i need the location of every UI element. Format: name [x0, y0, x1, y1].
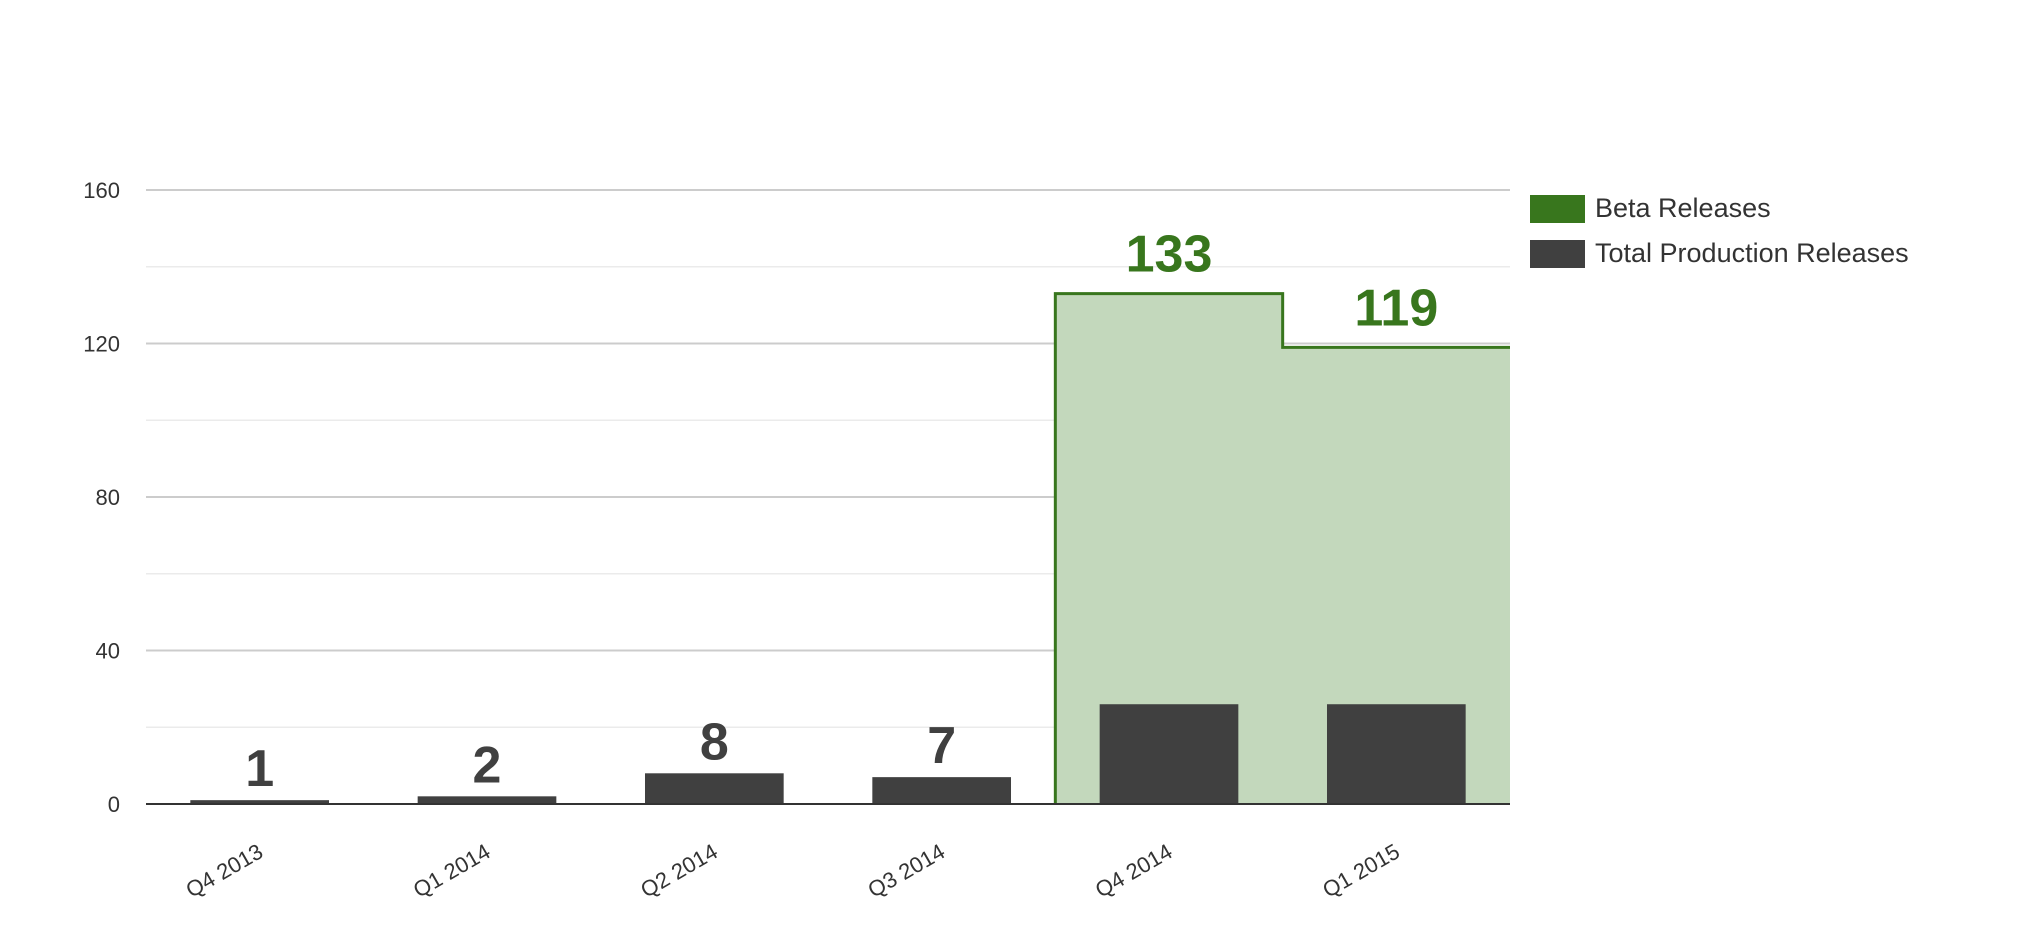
y-tick-label: 120 [83, 332, 120, 357]
legend-label-beta: Beta Releases [1595, 193, 1771, 224]
production-bar [418, 796, 557, 804]
beta-data-label: 133 [1126, 226, 1213, 284]
production-bar [1100, 704, 1239, 804]
y-tick-label: 40 [96, 639, 120, 664]
production-data-label: 7 [927, 717, 956, 775]
y-tick-label: 80 [96, 485, 120, 510]
legend-item-beta[interactable]: Beta Releases [1530, 186, 1909, 231]
legend-swatch-beta [1530, 195, 1585, 223]
beta-data-label: 119 [1354, 279, 1438, 337]
production-data-label: 2 [473, 736, 502, 794]
production-bar [872, 777, 1011, 804]
production-bar [1327, 704, 1466, 804]
legend-item-production[interactable]: Total Production Releases [1530, 231, 1909, 276]
legend-label-production: Total Production Releases [1595, 238, 1909, 269]
x-tick-label: Q4 2013 [182, 839, 268, 903]
y-tick-label: 0 [108, 792, 120, 817]
y-axis-ticks: 0 40 80 120 160 [83, 178, 120, 817]
x-tick-label: Q3 2014 [864, 839, 950, 903]
x-tick-label: Q1 2014 [409, 839, 495, 903]
production-bar [645, 773, 784, 804]
legend-swatch-production [1530, 240, 1585, 268]
y-tick-label: 160 [83, 178, 120, 203]
legend: Beta Releases Total Production Releases [1530, 186, 1909, 276]
x-tick-label: Q4 2014 [1091, 839, 1177, 903]
x-axis-labels: Q4 2013 Q1 2014 Q2 2014 Q3 2014 Q4 2014 Q1 20… [182, 839, 1404, 903]
production-data-label: 1 [245, 740, 274, 798]
x-tick-label: Q2 2014 [636, 839, 722, 903]
x-tick-label: Q1 2015 [1318, 839, 1404, 903]
production-data-label: 8 [700, 713, 729, 771]
